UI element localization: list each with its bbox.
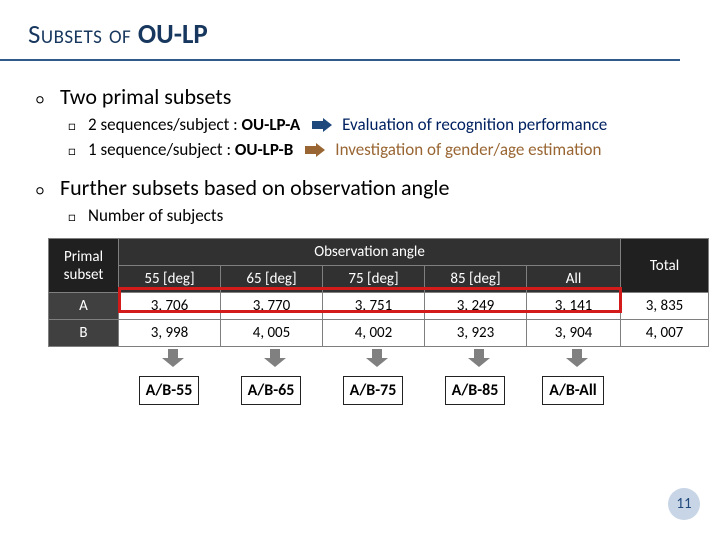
table-row: A 3, 706 3, 770 3, 751 3, 249 3, 141 3, … <box>49 293 709 320</box>
down-arrow-icon <box>264 349 286 367</box>
cell: 4, 002 <box>323 320 425 347</box>
cell: 3, 706 <box>119 293 221 320</box>
seq-a-pre: 2 sequences/subject : <box>88 114 242 135</box>
subset-label: A/B-85 <box>445 376 506 405</box>
down-arrow-row <box>28 349 692 372</box>
arrow-right-icon <box>312 118 332 132</box>
down-arrow-icon <box>162 349 184 367</box>
th-angle: 55 [deg] <box>119 266 221 293</box>
arrow-bar <box>312 121 323 129</box>
arrow-head <box>316 143 325 157</box>
subset-label: A/B-55 <box>139 376 200 405</box>
sub2-text: Number of subjects <box>88 205 223 226</box>
th-angle: 75 [deg] <box>323 266 425 293</box>
circle-bullet-icon: ○ <box>36 91 60 108</box>
sub-bullet-number: Number of subjects <box>68 205 692 226</box>
title-leading: Subsets of <box>28 18 138 51</box>
square-bullet-icon <box>68 205 88 226</box>
subset-label: A/B-65 <box>241 376 302 405</box>
square-bullet-icon <box>68 114 88 135</box>
page-number-badge: 11 <box>668 488 700 520</box>
subset-table: Primal subset Observation angle Total 55… <box>48 238 709 347</box>
th-primal: Primal subset <box>49 239 119 293</box>
subset-label: A/B-75 <box>343 376 404 405</box>
arrow-right-icon <box>305 143 325 157</box>
row-name: B <box>49 320 119 347</box>
seq-a-text: 2 sequences/subject : OU-LP-A <box>88 114 300 135</box>
page-number: 11 <box>676 495 691 513</box>
row-total: 4, 007 <box>621 320 709 347</box>
cell: 3, 751 <box>323 293 425 320</box>
sequence-row-a: 2 sequences/subject : OU-LP-A Evaluation… <box>68 114 692 135</box>
cell: 3, 770 <box>221 293 323 320</box>
cell: 4, 005 <box>221 320 323 347</box>
arrow-bar <box>305 146 316 154</box>
seq-b-name: OU-LP-B <box>235 139 293 160</box>
slide-content: ○ Two primal subsets 2 sequences/subject… <box>0 61 720 405</box>
cell: 3, 141 <box>527 293 621 320</box>
cell: 3, 249 <box>425 293 527 320</box>
slide-title: Subsets of OU-LP <box>0 0 680 61</box>
sequence-row-b: 1 sequence/subject : OU-LP-B Investigati… <box>68 139 692 160</box>
subset-label-row: A/B-55 A/B-65 A/B-75 A/B-85 A/B-All <box>28 376 692 405</box>
th-angle: 85 [deg] <box>425 266 527 293</box>
down-arrow-icon <box>566 349 588 367</box>
seq-b-pre: 1 sequence/subject : <box>88 139 235 160</box>
square-bullet-icon <box>68 139 88 160</box>
th-group: Observation angle <box>119 239 621 266</box>
th-total: Total <box>621 239 709 293</box>
subset-label: A/B-All <box>542 376 603 405</box>
th-angle: 65 [deg] <box>221 266 323 293</box>
bullet2-text: Further subsets based on observation ang… <box>60 174 449 201</box>
arrow-head <box>323 118 332 132</box>
down-arrow-icon <box>366 349 388 367</box>
row-total: 3, 835 <box>621 293 709 320</box>
annotation-b: Investigation of gender/age estimation <box>335 139 601 160</box>
cell: 3, 904 <box>527 320 621 347</box>
circle-bullet-icon: ○ <box>36 182 60 199</box>
bullet-further-subsets: ○ Further subsets based on observation a… <box>36 174 692 201</box>
cell: 3, 923 <box>425 320 527 347</box>
th-angle: All <box>527 266 621 293</box>
annotation-a: Evaluation of recognition performance <box>342 114 607 135</box>
table-container: Primal subset Observation angle Total 55… <box>48 238 672 347</box>
table-row: B 3, 998 4, 005 4, 002 3, 923 3, 904 4, … <box>49 320 709 347</box>
bullet-text: Two primal subsets <box>60 83 231 110</box>
down-arrow-icon <box>468 349 490 367</box>
title-bold: OU-LP <box>138 18 208 51</box>
seq-b-text: 1 sequence/subject : OU-LP-B <box>88 139 293 160</box>
bullet-primal-subsets: ○ Two primal subsets <box>36 83 692 110</box>
seq-a-name: OU-LP-A <box>242 114 301 135</box>
cell: 3, 998 <box>119 320 221 347</box>
row-name: A <box>49 293 119 320</box>
